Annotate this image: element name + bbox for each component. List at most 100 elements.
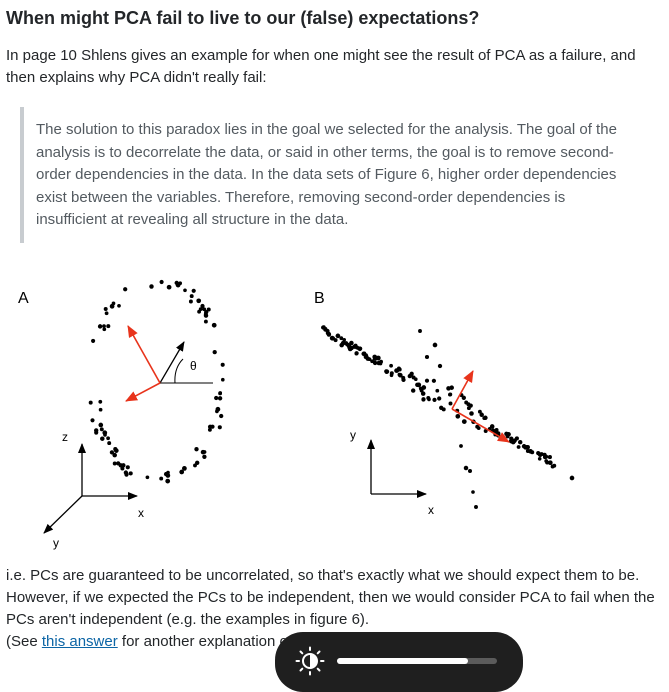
panel-b-point: [389, 371, 394, 376]
brightness-overlay[interactable]: [275, 632, 523, 692]
panel-b-point: [384, 369, 389, 374]
panel-a-point: [91, 338, 96, 343]
panel-a-point: [203, 312, 208, 317]
panel-b-points: [321, 325, 575, 509]
panel-a-point: [112, 461, 117, 466]
panel-b-point: [469, 411, 474, 416]
panel-a-point: [220, 362, 225, 367]
brightness-slider[interactable]: [337, 658, 497, 664]
panel-b-point: [455, 413, 461, 419]
panel-b-point: [477, 409, 482, 414]
panel-b-point: [354, 351, 359, 356]
panel-b-x-label: x: [428, 503, 434, 517]
panel-a-point: [106, 324, 111, 329]
panel-a-point: [202, 454, 207, 459]
panel-b-point: [551, 464, 555, 469]
panel-a-point: [107, 441, 112, 446]
panel-b-point: [471, 490, 475, 494]
panel-b-pc1-arrow: [451, 408, 510, 443]
answer-text: i.e. PCs are guaranteed to be uncorrelat…: [6, 567, 655, 628]
panel-b-point: [363, 354, 369, 359]
panel-a-point: [109, 303, 115, 309]
panel-b-point: [479, 412, 484, 418]
panel-a-point: [218, 391, 223, 395]
figure-6: A θ z x y B y x: [18, 279, 575, 550]
panel-a-point: [103, 433, 107, 437]
panel-a-point: [98, 399, 103, 404]
panel-a-point: [120, 466, 125, 471]
panel-a-point: [145, 475, 150, 480]
panel-a-point: [179, 469, 185, 475]
panel-b-point: [569, 475, 575, 481]
panel-a-point: [109, 450, 115, 455]
panel-b-point: [418, 329, 422, 333]
panel-b-point: [420, 391, 426, 396]
panel-b-point: [525, 448, 530, 454]
panel-b-point: [459, 444, 463, 448]
panel-a-point: [106, 436, 110, 441]
panel-b-point: [474, 505, 478, 509]
panel-b-point: [521, 444, 527, 449]
panel-a-theta: θ: [190, 359, 197, 373]
panel-a-point: [117, 303, 121, 308]
panel-b-point: [376, 360, 382, 366]
panel-b-point: [356, 346, 361, 351]
panel-b-point: [321, 325, 326, 330]
panel-a-point: [198, 307, 203, 312]
panel-b-point: [435, 388, 440, 393]
panel-a-point: [207, 424, 213, 430]
panel-a-point: [196, 298, 202, 304]
panel-b-point: [421, 397, 426, 402]
panel-b-point: [437, 396, 442, 401]
panel-a-point: [165, 478, 171, 484]
panel-a-y-label: y: [53, 536, 59, 550]
panel-b-point: [347, 345, 352, 350]
panel-a-pc1-arrow: [127, 325, 161, 384]
panel-b-point: [505, 434, 510, 439]
panel-b-point: [419, 388, 424, 393]
panel-b-point: [516, 445, 521, 449]
panel-a-point: [202, 307, 207, 312]
panel-b-point: [411, 375, 416, 380]
intro-paragraph: In page 10 Shlens gives an example for w…: [6, 47, 636, 86]
panel-a-point: [98, 407, 103, 412]
panel-b-point: [432, 342, 438, 348]
blockquote-text: The solution to this paradox lies in the…: [36, 121, 617, 228]
panel-b-point: [463, 465, 469, 471]
panel-a-point: [195, 460, 200, 465]
panel-a-point: [194, 447, 199, 452]
panel-b-point: [466, 402, 471, 407]
panel-a-point: [128, 471, 133, 476]
panel-a-point: [98, 422, 104, 428]
panel-b-point: [466, 406, 471, 411]
panel-a-y-axis: [43, 495, 83, 534]
panel-a-point: [100, 436, 105, 441]
this-answer-link[interactable]: this answer: [41, 633, 118, 650]
panel-a-pc2-arrow: [125, 382, 161, 402]
panel-a-point: [159, 476, 164, 481]
panel-b-point: [483, 429, 488, 433]
brightness-slider-fill: [337, 658, 469, 664]
panel-b-point: [536, 450, 541, 456]
panel-a-point: [121, 463, 126, 468]
panel-a-point: [125, 465, 130, 470]
panel-b-point: [437, 363, 443, 369]
panel-b-point: [352, 344, 357, 349]
panel-b-point: [416, 382, 422, 388]
panel-b-point: [339, 336, 344, 341]
panel-a-point: [166, 284, 172, 290]
panel-a-point: [219, 413, 224, 419]
panel-a-point: [104, 311, 109, 316]
panel-a-point: [123, 287, 128, 292]
panel-b-point: [340, 340, 346, 346]
panel-a-point: [183, 288, 187, 293]
panel-b-point: [389, 363, 393, 368]
panel-a-point: [200, 449, 206, 455]
panel-b-point: [508, 438, 514, 444]
panel-b-point: [475, 424, 480, 429]
panel-b-point: [545, 460, 550, 465]
panel-a-point: [189, 294, 194, 299]
panel-b-point: [372, 357, 377, 361]
answer-see-suffix: for another explanation o: [117, 633, 288, 650]
panel-a-point: [217, 396, 223, 401]
